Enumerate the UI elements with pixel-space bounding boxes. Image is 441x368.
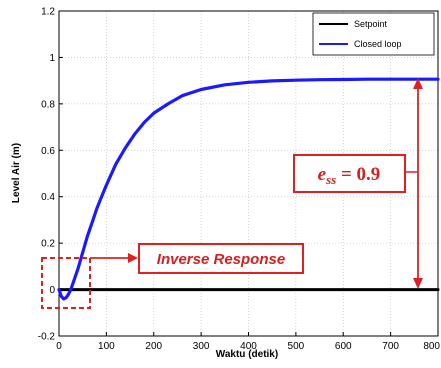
y-tick-label: 0.4 xyxy=(41,192,55,203)
y-tick-label: 0.2 xyxy=(41,239,55,250)
ess-label: ess = 0.9 xyxy=(318,164,381,187)
ess-arrowhead-bottom xyxy=(413,278,423,289)
legend-box xyxy=(312,12,435,56)
x-axis-label: Waktu (detik) xyxy=(216,349,278,360)
y-tick-label: -0.2 xyxy=(38,332,56,343)
closed-loop-line xyxy=(57,77,440,301)
x-tick-label: 500 xyxy=(288,341,305,352)
ess-label-box xyxy=(293,154,406,193)
y-tick-label: 0 xyxy=(49,285,55,296)
ess-subscript: ss xyxy=(325,172,336,187)
legend-setpoint-label: Setpoint xyxy=(354,19,388,29)
ess-symbol: e xyxy=(318,164,327,185)
x-tick-label: 0 xyxy=(56,341,62,352)
x-tick-label: 700 xyxy=(382,341,399,352)
ess-value: = 0.9 xyxy=(336,164,380,185)
ess-annotation: ess = 0.9 xyxy=(293,78,423,289)
x-tick-label: 100 xyxy=(98,341,115,352)
legend: Setpoint Closed loop xyxy=(312,12,435,56)
inverse-response-label-box xyxy=(138,243,304,274)
series-lines xyxy=(57,77,440,301)
x-tick-label: 300 xyxy=(193,341,210,352)
ess-arrowhead-top xyxy=(413,78,423,89)
inverse-response-arrowhead xyxy=(128,253,138,263)
y-tick-label: 1.2 xyxy=(41,7,55,18)
y-axis-label: Level Air (m) xyxy=(11,143,22,203)
x-tick-label: 400 xyxy=(240,341,257,352)
y-tick-label: 0.6 xyxy=(41,146,55,157)
y-tick-labels: -0.2 0 0.2 0.4 0.6 0.8 1 1.2 xyxy=(38,7,56,343)
x-tick-labels: 0 100 200 300 400 500 600 700 800 xyxy=(56,341,440,352)
plot-frame xyxy=(58,10,439,337)
inverse-response-highlight-box xyxy=(41,257,91,309)
x-tick-label: 800 xyxy=(423,341,440,352)
inverse-response-label: Inverse Response xyxy=(157,251,285,268)
x-tick-label: 600 xyxy=(335,341,352,352)
y-tick-label: 0.8 xyxy=(41,99,55,110)
legend-closed-loop-label: Closed loop xyxy=(354,39,402,49)
x-tick-label: 200 xyxy=(145,341,162,352)
y-tick-label: 1 xyxy=(49,53,55,64)
inverse-response-annotation: Inverse Response xyxy=(41,243,304,309)
